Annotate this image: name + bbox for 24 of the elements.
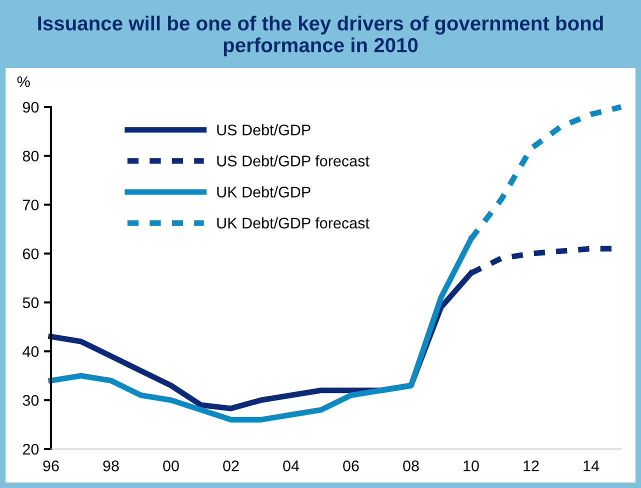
x-tick-label: 14 [584,460,600,472]
x-tick-label: 04 [283,460,300,472]
y-axis-title: % [17,76,30,88]
legend-label: US Debt/GDP [217,124,310,136]
x-tick-label: 00 [163,460,179,472]
x-tick-label: 06 [343,460,359,472]
x-tick-label: 96 [43,460,59,472]
legend-label: US Debt/GDP forecast [217,155,370,166]
x-tick-label: 10 [464,460,479,472]
x-tick-label: 08 [403,460,419,472]
chart-title: Issuance will be one of the key drivers of government bond performance in 2010 [38,16,603,56]
y-tick-label: 30 [22,395,39,406]
x-tick-label: 02 [223,460,239,472]
y-tick-label: 80 [22,150,39,162]
y-tick-label: 40 [22,346,39,357]
legend-label: UK Debt/GDP [217,186,310,198]
x-tick-label: 12 [524,460,539,472]
x-tick-label: 98 [103,460,119,472]
legend-label: UK Debt/GDP forecast [217,217,370,229]
y-tick-label: 70 [22,200,39,210]
y-tick-label: 50 [22,297,39,308]
y-tick-label: 90 [22,102,39,113]
y-tick-label: 20 [22,444,39,455]
y-tick-label: 60 [22,248,39,260]
